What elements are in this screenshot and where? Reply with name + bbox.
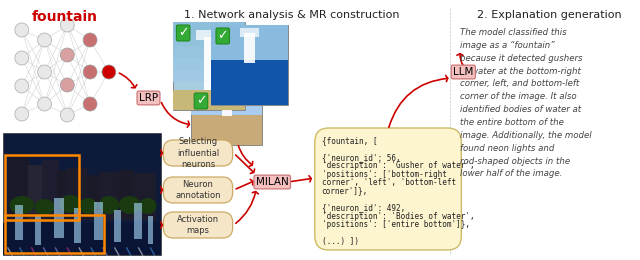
Text: 'description': 'Bodies of water',: 'description': 'Bodies of water', [322,212,474,220]
Text: 'positions': ['bottom-right: 'positions': ['bottom-right [322,170,447,179]
Text: fountain: fountain [31,10,97,24]
Text: 'description': 'Gusher of water',: 'description': 'Gusher of water', [322,161,474,170]
FancyBboxPatch shape [163,177,232,203]
Circle shape [83,97,97,111]
Bar [191,90,262,145]
FancyBboxPatch shape [315,128,461,250]
Bar [173,90,244,110]
Circle shape [83,65,97,79]
Circle shape [15,23,29,37]
Bar [173,70,244,82]
Ellipse shape [35,199,54,215]
Circle shape [60,18,74,32]
Bar [5,155,79,220]
Text: Neuron
annotation: Neuron annotation [175,180,221,200]
Text: The model classified this
image as a “fountain”
because it detected gushers
of w: The model classified this image as a “fo… [460,28,592,178]
Text: Activation
maps: Activation maps [177,215,219,235]
Text: corner']},: corner']}, [322,186,368,196]
Ellipse shape [99,196,119,214]
Circle shape [38,33,51,47]
Text: (...) ]): (...) ]) [322,237,359,246]
Ellipse shape [10,196,34,214]
Text: 'positions': ['entire bottom']},: 'positions': ['entire bottom']}, [322,220,470,229]
Bar [173,34,244,46]
Text: 2. Explanation generation: 2. Explanation generation [477,10,621,20]
Text: {fountain, [: {fountain, [ [322,136,377,145]
Circle shape [15,107,29,121]
Circle shape [102,65,116,79]
Bar [42,160,60,220]
Text: 1. Network analysis & MR construction: 1. Network analysis & MR construction [184,10,400,20]
Circle shape [60,48,74,62]
Circle shape [60,78,74,92]
Bar [211,60,288,105]
Bar [99,172,121,220]
Bar [119,170,134,220]
Bar [173,22,244,34]
Bar [3,223,161,255]
Bar [67,168,87,220]
Circle shape [83,33,97,47]
Bar [5,215,104,253]
Bar [191,90,262,115]
Ellipse shape [79,198,97,214]
Bar [211,25,288,105]
Text: MILAN: MILAN [256,177,289,187]
Ellipse shape [119,196,141,214]
Ellipse shape [139,198,156,214]
Bar [132,173,156,220]
Text: Selecting
influential
neurons: Selecting influential neurons [177,137,219,169]
Bar [211,25,288,60]
Circle shape [38,65,51,79]
Circle shape [38,97,51,111]
Text: LLM: LLM [453,67,474,77]
FancyBboxPatch shape [163,140,232,166]
Circle shape [60,108,74,122]
Bar [173,46,244,58]
Bar [28,165,43,220]
Text: {'neuron_id': 492,: {'neuron_id': 492, [322,203,405,212]
Bar [8,155,29,220]
Ellipse shape [60,195,81,213]
Text: corner', 'left', 'bottom-left: corner', 'left', 'bottom-left [322,178,456,187]
Circle shape [15,51,29,65]
Text: ✓: ✓ [196,94,206,107]
Bar [173,22,244,110]
Bar [3,133,161,255]
Bar [87,175,101,220]
Text: LRP: LRP [139,93,158,103]
FancyBboxPatch shape [163,212,232,238]
Text: ✓: ✓ [218,29,228,42]
Circle shape [15,79,29,93]
Bar [173,58,244,70]
Text: {'neuron_id': 56,: {'neuron_id': 56, [322,153,401,162]
Bar [58,170,69,220]
Text: ✓: ✓ [178,27,188,40]
